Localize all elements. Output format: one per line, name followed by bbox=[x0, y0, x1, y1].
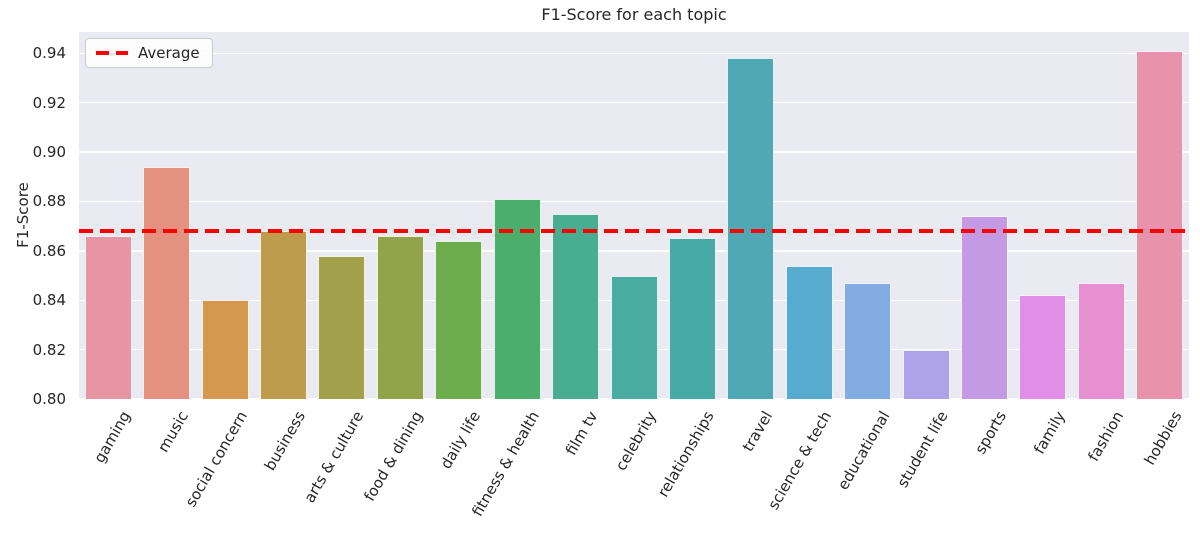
average-line-legend-swatch bbox=[96, 51, 128, 55]
x-tick-label: travel bbox=[739, 408, 777, 455]
bar-arts-culture bbox=[318, 255, 366, 399]
bar-celebrity bbox=[610, 275, 658, 399]
y-tick-label: 0.84 bbox=[32, 291, 66, 310]
x-tick-label: gaming bbox=[89, 408, 134, 466]
bar-travel bbox=[727, 58, 775, 399]
x-tick-label: film tv bbox=[561, 408, 602, 459]
x-tick-label: daily life bbox=[436, 408, 485, 473]
bar-gaming bbox=[84, 236, 132, 399]
x-tick-label: science & tech bbox=[763, 408, 835, 513]
gridline bbox=[79, 250, 1189, 252]
bar-educational bbox=[844, 282, 892, 399]
x-tick-label: sports bbox=[971, 408, 1011, 458]
bar-fashion bbox=[1077, 282, 1125, 399]
bar-film-tv bbox=[552, 213, 600, 399]
x-tick-label: food & dining bbox=[359, 408, 426, 505]
gridline bbox=[79, 52, 1189, 54]
bar-student-life bbox=[902, 349, 950, 399]
bar-science-tech bbox=[785, 265, 833, 399]
bar-sports bbox=[961, 216, 1009, 399]
x-tick-label: fashion bbox=[1084, 408, 1127, 465]
bar-family bbox=[1019, 295, 1067, 399]
x-tick-label: educational bbox=[833, 408, 894, 494]
x-tick-label: business bbox=[260, 408, 310, 474]
y-tick-label: 0.80 bbox=[32, 390, 66, 408]
gridline bbox=[79, 200, 1189, 203]
bar-relationships bbox=[668, 238, 716, 399]
bar-daily-life bbox=[435, 240, 483, 399]
y-tick-label: 0.86 bbox=[32, 241, 66, 260]
x-tick-label: music bbox=[154, 408, 193, 456]
x-tick-label: hobbies bbox=[1140, 408, 1186, 469]
bar-food-dining bbox=[376, 236, 424, 399]
gridline bbox=[79, 151, 1189, 153]
legend: Average bbox=[85, 38, 213, 68]
chart-title: F1-Score for each topic bbox=[541, 5, 727, 24]
x-tick-label: social concern bbox=[181, 408, 251, 510]
bar-music bbox=[143, 166, 191, 399]
y-tick-label: 0.82 bbox=[32, 340, 66, 359]
x-tick-label: family bbox=[1029, 408, 1069, 458]
average-line bbox=[79, 229, 1189, 234]
bar-business bbox=[259, 231, 307, 399]
x-tick-label: arts & culture bbox=[300, 408, 368, 506]
legend-label: Average bbox=[138, 44, 200, 62]
x-tick-label: celebrity bbox=[611, 408, 660, 474]
y-tick-label: 0.94 bbox=[32, 44, 66, 63]
bar-hobbies bbox=[1136, 50, 1184, 399]
bar-social-concern bbox=[201, 300, 249, 399]
plot-area: Average bbox=[79, 32, 1189, 400]
gridline bbox=[79, 101, 1189, 104]
y-tick-label: 0.92 bbox=[32, 93, 66, 112]
x-tick-label: student life bbox=[893, 408, 952, 491]
x-tick-label: relationships bbox=[654, 408, 719, 501]
y-tick-label: 0.90 bbox=[32, 143, 66, 162]
y-tick-label: 0.88 bbox=[32, 192, 66, 211]
